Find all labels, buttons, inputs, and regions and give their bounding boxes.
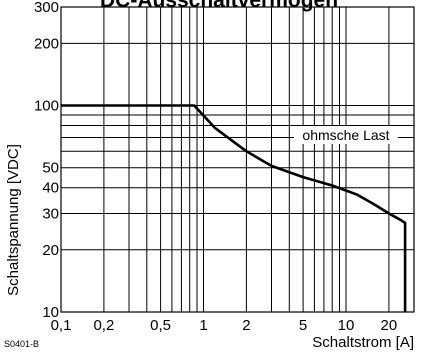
- x-tick-label: 20: [381, 317, 398, 334]
- y-tick-label: 50: [42, 160, 59, 177]
- y-tick-label: 300: [34, 0, 59, 16]
- x-axis-label: Schaltstrom [A]: [312, 334, 414, 351]
- x-tick-label: 0,5: [150, 317, 171, 334]
- series: [61, 104, 407, 312]
- x-tick-labels: 0,1 0,2 0,5 1 2 5 10 20: [51, 317, 398, 334]
- y-axis-label: Schaltspannung [VDC]: [5, 144, 22, 296]
- annotation-background: [294, 126, 398, 144]
- grid: [60, 6, 415, 313]
- plot-frame: [60, 6, 415, 313]
- figure-code: S0401-B: [4, 339, 39, 349]
- x-tick-label: 2: [242, 317, 250, 334]
- x-tick-label: 0,1: [51, 317, 72, 334]
- x-tick-label: 0,2: [93, 317, 114, 334]
- annotation-label: ohmsche Last: [302, 127, 389, 143]
- chart-title: DC-Ausschaltvermögen: [100, 0, 338, 12]
- x-tick-label: 5: [299, 317, 307, 334]
- x-tick-label: 10: [338, 317, 355, 334]
- x-tick-label: 1: [199, 317, 207, 334]
- y-tick-label: 20: [42, 242, 59, 259]
- annotations: ohmsche Last: [294, 126, 398, 144]
- y-tick-label: 30: [42, 206, 59, 223]
- y-tick-label: 40: [42, 180, 59, 197]
- y-tick-label: 10: [42, 304, 59, 321]
- series-line: [61, 104, 407, 312]
- y-tick-label: 100: [34, 98, 59, 115]
- y-tick-labels: 10 20 30 40 50 100 200 300: [34, 0, 59, 321]
- y-tick-label: 200: [34, 35, 59, 52]
